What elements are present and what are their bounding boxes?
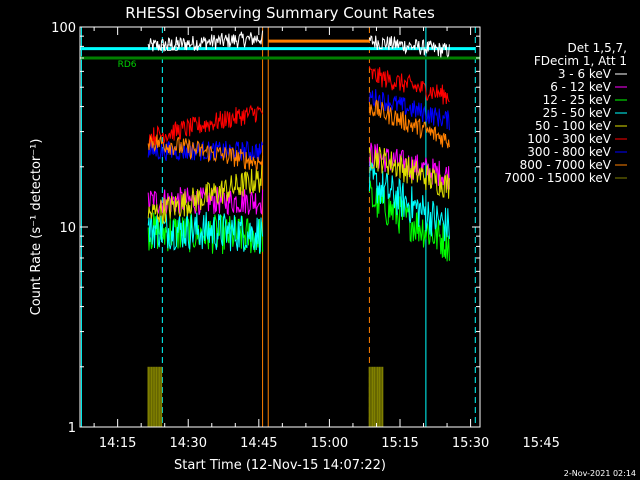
series-line (368, 35, 450, 58)
legend-entry: 800 - 7000 keV (520, 158, 612, 172)
timestamp: 2-Nov-2021 02:14 (564, 469, 636, 478)
annotation-label: RD6 (118, 60, 137, 70)
series-line (147, 134, 264, 170)
series-3-6keV (147, 30, 450, 58)
chart-title: RHESSI Observing Summary Count Rates (125, 4, 435, 22)
legend-entry: 300 - 800 keV (527, 145, 611, 159)
series-line (368, 89, 450, 131)
legend-header: Det 1,5,7, (568, 41, 628, 55)
x-tick-label: 14:30 (170, 436, 207, 451)
series-100-300keV (147, 66, 450, 148)
x-tick-label: 15:45 (522, 436, 559, 451)
y-axis-label: Count Rate (s⁻¹ detector⁻¹) (29, 139, 44, 316)
series-line (368, 99, 450, 149)
series-line (368, 66, 450, 105)
y-tick-label: 100 (51, 21, 76, 36)
series-line (368, 146, 450, 199)
series-line (147, 104, 264, 148)
legend-entry: 7000 - 15000 keV (504, 171, 611, 185)
x-tick-label: 15:15 (381, 436, 418, 451)
series-7000-15000keV (147, 366, 384, 427)
legend-entry: 12 - 25 keV (543, 93, 612, 107)
series-line (147, 165, 263, 225)
x-tick-label: 15:30 (452, 436, 489, 451)
x-tick-label: 14:15 (99, 436, 136, 451)
series-800-7000keV (147, 99, 450, 170)
legend-entry: 50 - 100 keV (535, 119, 612, 133)
legend-entry: 25 - 50 keV (543, 106, 612, 120)
series-50-100keV (147, 146, 450, 225)
series-line (147, 30, 264, 52)
series-line (147, 211, 264, 255)
annotation-label: RD6 (160, 44, 179, 54)
x-tick-label: 14:45 (240, 436, 277, 451)
legend-entry: 100 - 300 keV (527, 132, 611, 146)
x-tick-label: 15:00 (311, 436, 348, 451)
x-axis-label: Start Time (12-Nov-15 14:07:22) (174, 458, 386, 473)
legend-entry: 3 - 6 keV (558, 67, 612, 81)
legend-entry: 6 - 12 keV (550, 80, 612, 94)
legend-header: FDecim 1, Att 1 (534, 54, 627, 68)
y-tick-label: 1 (68, 421, 76, 436)
y-tick-label: 10 (59, 221, 76, 236)
